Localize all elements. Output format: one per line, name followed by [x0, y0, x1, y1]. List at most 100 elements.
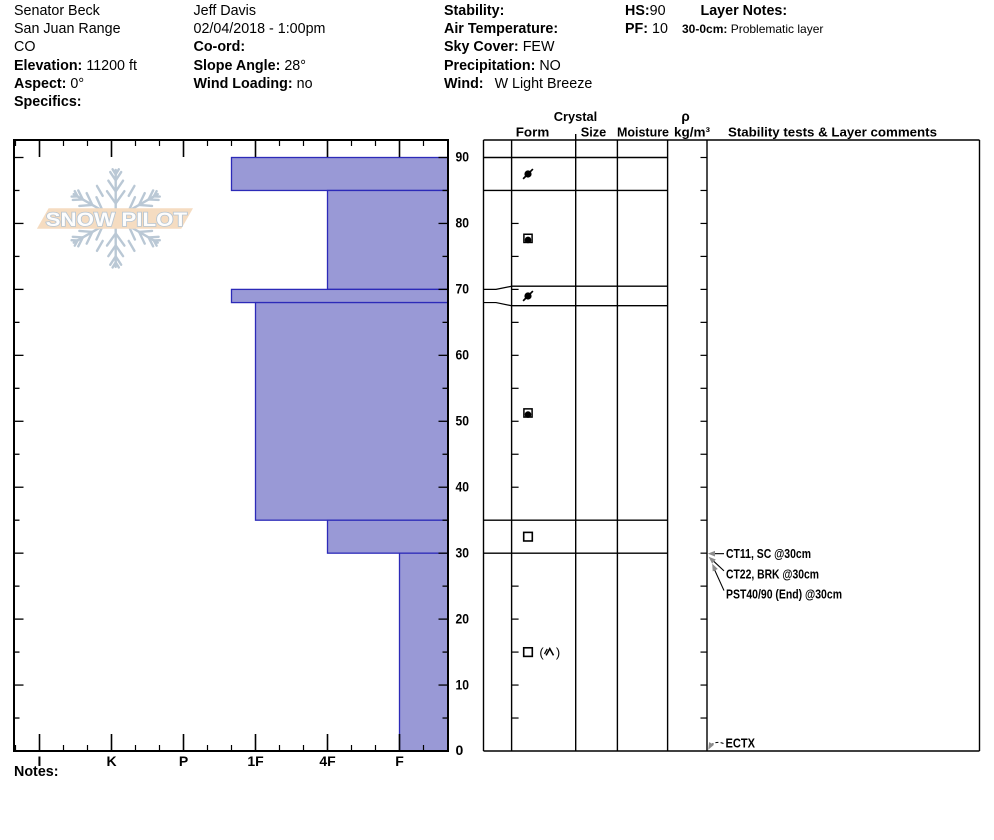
aspect-value: 0°: [70, 75, 85, 92]
wind-value: W Light Breeze: [494, 75, 593, 92]
col-header-crystal: Crystal: [554, 110, 598, 124]
stability-test-3: PST40/90 (End) @30cm: [726, 588, 842, 602]
grain-form-FCxr-icon: [523, 408, 533, 418]
col-header-comments: Stability tests & Layer comments: [728, 126, 937, 140]
specifics-label: Specifics:: [14, 94, 82, 111]
table-header-row: Crystal Form Size Moisture ρ kg/m³ Stabi…: [516, 109, 937, 140]
layer-note-depth: 30-0cm:: [682, 22, 728, 37]
col-header-moisture: Moisture: [617, 126, 669, 140]
hardness-axis-labels: I K P 1F 4F F: [38, 753, 405, 769]
col-header-size: Size: [581, 126, 607, 140]
depth-label-30: 30: [456, 544, 470, 560]
aspect-label: Aspect:: [14, 75, 67, 92]
elevation-value: 11200 ft: [86, 57, 137, 74]
pf-row: PF: 10: [625, 20, 668, 38]
secondary-form-paren-open: (: [539, 645, 544, 660]
state: CO: [14, 39, 36, 56]
col-header-rho-units: kg/m³: [674, 126, 710, 140]
range-name: San Juan Range: [14, 21, 121, 38]
stability-row: Stability:: [444, 2, 592, 20]
layer-bar-85-70cm: [326, 189, 449, 291]
hardness-label-1F: 1F: [247, 753, 264, 769]
grain-form-DF-icon: [522, 168, 534, 180]
hs-label: HS:: [625, 3, 650, 19]
slope-angle-value: 28°: [284, 57, 306, 74]
layer-note-text: Problematic layer: [730, 22, 824, 37]
depth-label-60: 60: [456, 347, 470, 363]
coord-row: Co-ord:: [194, 38, 326, 56]
hs-value: 90: [649, 3, 666, 19]
notes-label: Notes:: [14, 763, 59, 780]
header-conditions-block: Stability: Air Temperature: Sky Cover: F…: [444, 2, 592, 93]
depth-label-90: 90: [456, 149, 470, 165]
air-temperature-label: Air Temperature:: [444, 21, 559, 38]
wind-loading-value: no: [296, 75, 313, 92]
depth-label-40: 40: [456, 478, 470, 494]
header-layer-notes-block: Layer Notes: 30-0cm: Problematic layer: [682, 2, 823, 38]
layer-row-lines: [483, 156, 668, 554]
layer-note-row: 30-0cm: Problematic layer: [682, 20, 823, 38]
observation-datetime: 02/04/2018 - 1:00pm: [193, 21, 326, 38]
stability-test-1: CT11, SC @30cm: [726, 547, 811, 561]
secondary-form-paren-close: ): [556, 645, 560, 660]
axis-ticks: [14, 141, 447, 750]
hardness-label-P: P: [179, 753, 188, 769]
hs-row: HS:90: [625, 2, 668, 20]
grain-form-FC-icon: [522, 646, 534, 658]
elevation-label: Elevation:: [14, 57, 83, 74]
stability-label: Stability:: [444, 3, 505, 19]
pf-value: 10: [652, 21, 668, 38]
hardness-bars: [230, 156, 449, 752]
slope-angle-row: Slope Angle: 28°: [194, 57, 326, 75]
grain-form-DH-icon: [543, 647, 555, 656]
grain-form-FCxr-icon: [523, 233, 533, 244]
wind-loading-label: Wind Loading:: [193, 75, 293, 92]
header-totals-block: HS:90 PF: 10: [625, 2, 668, 38]
depth-label-80: 80: [456, 215, 470, 231]
header-observer-block: Jeff Davis 02/04/2018 - 1:00pm Co-ord: S…: [194, 2, 326, 93]
hardness-label-I: I: [38, 753, 42, 769]
observer-name: Jeff Davis: [193, 3, 257, 19]
layer-table-grid: [482, 134, 981, 752]
specifics-row: Specifics:: [14, 93, 137, 111]
col-header-form: Form: [516, 126, 550, 140]
plot-border: [13, 139, 449, 752]
grain-form-symbols: (): [522, 168, 560, 660]
wind-label: Wind:: [444, 75, 484, 92]
stability-test-annotations: CT11, SC @30cm CT22, BRK @30cm PST40/90 (E…: [707, 547, 842, 751]
table-depth-ticks: [511, 156, 707, 719]
precipitation-label: Precipitation:: [444, 57, 536, 74]
layer-bar-35-30cm: [326, 519, 449, 554]
depth-label-50: 50: [456, 412, 470, 428]
header-location-block: Senator Beck San Juan Range CO Elevation…: [14, 2, 137, 111]
layer-bar-70-68cm: [230, 288, 449, 304]
wind-row: Wind: W Light Breeze: [444, 75, 592, 93]
layer-bar-30-0cm: [398, 552, 449, 752]
elevation-row: Elevation: 11200 ft: [14, 57, 137, 75]
depth-label-10: 10: [456, 676, 470, 692]
stability-test-2: CT22, BRK @30cm: [726, 567, 819, 581]
watermark-text: SNOW PILOT: [46, 209, 188, 231]
sky-cover-label: Sky Cover:: [444, 39, 519, 56]
ect-test-annotation: ECTX: [726, 737, 756, 751]
coord-label: Co-ord:: [193, 39, 246, 56]
col-header-rho: ρ: [681, 109, 689, 124]
site-name: Senator Beck: [14, 3, 100, 19]
layer-bar-90-85cm: [230, 156, 449, 192]
depth-label-0: 0: [456, 742, 464, 758]
pf-label: PF:: [625, 21, 649, 38]
sky-cover-value: FEW: [522, 39, 555, 56]
grain-form-DF-icon: [522, 290, 534, 302]
precipitation-row: Precipitation: NO: [444, 57, 592, 75]
precipitation-value: NO: [539, 57, 561, 74]
slope-angle-label: Slope Angle:: [193, 57, 281, 74]
watermark-banner: SNOW PILOT: [36, 208, 194, 232]
layer-bar-68-35cm: [254, 301, 449, 521]
aspect-row: Aspect: 0°: [14, 75, 137, 93]
wind-loading-row: Wind Loading: no: [194, 75, 326, 93]
hardness-label-4F: 4F: [319, 753, 336, 769]
layer-notes-title: Layer Notes:: [700, 3, 788, 19]
grain-form-FC-icon: [522, 531, 534, 542]
